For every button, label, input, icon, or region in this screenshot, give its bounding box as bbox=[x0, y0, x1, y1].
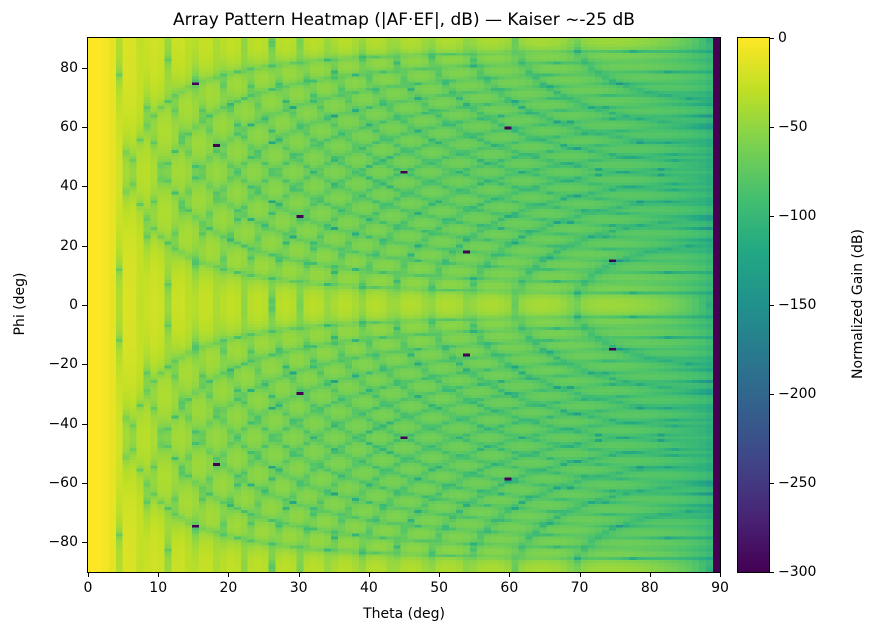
x-tick-label: 90 bbox=[711, 580, 729, 596]
y-tick-label: −80 bbox=[48, 534, 78, 551]
colorbar-gradient bbox=[738, 38, 769, 572]
colorbar-tick-mark bbox=[769, 483, 774, 484]
plot-area bbox=[87, 37, 721, 573]
x-tick-mark bbox=[158, 572, 160, 577]
x-tick-mark bbox=[439, 572, 441, 577]
x-tick-label: 30 bbox=[289, 580, 308, 596]
heatmap-canvas bbox=[88, 38, 720, 572]
colorbar-tick-label: −300 bbox=[778, 564, 817, 580]
y-tick-label: 60 bbox=[60, 119, 78, 135]
colorbar-tick-label: −50 bbox=[778, 119, 808, 135]
x-tick-label: 50 bbox=[430, 580, 449, 596]
colorbar-tick-label: 0 bbox=[778, 30, 787, 46]
colorbar-tick-mark bbox=[769, 305, 774, 306]
x-axis-label: Theta (deg) bbox=[363, 606, 445, 622]
colorbar-tick-mark bbox=[769, 38, 774, 39]
x-tick-mark bbox=[298, 572, 300, 577]
colorbar-tick-mark bbox=[769, 572, 774, 573]
x-tick-mark bbox=[88, 572, 89, 577]
x-tick-mark bbox=[228, 572, 230, 577]
y-tick-label: 20 bbox=[60, 237, 78, 254]
y-tick-mark bbox=[82, 186, 87, 188]
chart-title: Array Pattern Heatmap (|AF·EF|, dB) — Ka… bbox=[173, 10, 635, 30]
y-tick-mark bbox=[82, 423, 87, 425]
y-tick-label: −40 bbox=[48, 415, 78, 432]
y-axis-label: Phi (deg) bbox=[12, 272, 28, 336]
colorbar bbox=[737, 37, 770, 573]
x-tick-label: 70 bbox=[570, 580, 589, 596]
x-tick-mark bbox=[368, 572, 370, 577]
x-tick-mark bbox=[509, 572, 511, 577]
colorbar-tick-mark bbox=[769, 127, 774, 128]
y-tick-mark bbox=[82, 542, 87, 544]
x-tick-label: 80 bbox=[640, 580, 659, 596]
x-tick-label: 20 bbox=[219, 580, 238, 596]
x-tick-label: 10 bbox=[149, 580, 168, 596]
x-tick-label: 40 bbox=[359, 580, 378, 596]
y-tick-mark bbox=[82, 305, 87, 306]
x-tick-label: 0 bbox=[83, 580, 93, 596]
x-tick-mark bbox=[720, 572, 721, 577]
colorbar-tick-label: −100 bbox=[778, 208, 817, 224]
y-tick-mark bbox=[82, 67, 87, 69]
x-tick-mark bbox=[579, 572, 581, 577]
y-tick-mark bbox=[82, 483, 87, 484]
colorbar-tick-label: −250 bbox=[778, 475, 817, 491]
y-tick-mark bbox=[82, 245, 87, 247]
y-tick-mark bbox=[82, 364, 87, 366]
y-tick-label: −20 bbox=[48, 356, 78, 373]
colorbar-tick-label: −200 bbox=[778, 386, 817, 402]
y-tick-label: 80 bbox=[60, 59, 78, 76]
colorbar-label: Normalized Gain (dB) bbox=[850, 229, 866, 379]
y-tick-mark bbox=[82, 127, 87, 128]
colorbar-tick-label: −150 bbox=[778, 297, 817, 313]
colorbar-tick-mark bbox=[769, 394, 774, 395]
y-tick-label: 0 bbox=[69, 297, 78, 313]
colorbar-tick-mark bbox=[769, 216, 774, 217]
y-tick-label: −60 bbox=[48, 475, 78, 491]
x-tick-label: 60 bbox=[500, 580, 519, 596]
x-tick-mark bbox=[649, 572, 651, 577]
y-tick-label: 40 bbox=[60, 178, 78, 195]
